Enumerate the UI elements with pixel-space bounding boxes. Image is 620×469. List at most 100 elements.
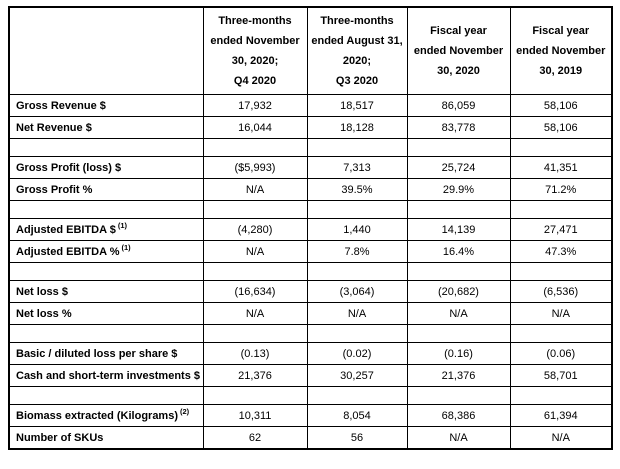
spacer-cell xyxy=(202,262,308,281)
cell-value: 21,376 xyxy=(406,364,511,387)
cell-value: N/A xyxy=(306,302,408,325)
table-header: Three-months ended November 30, 2020; Q4 20… xyxy=(8,6,613,95)
cell-value: 14,139 xyxy=(406,218,511,241)
spacer-cell xyxy=(509,200,613,219)
table-row: Adjusted EBITDA $ (1) (4,280) 1,440 14,139 27… xyxy=(8,218,613,241)
spacer-cell xyxy=(509,386,613,405)
cell-value: 7.8% xyxy=(306,240,408,263)
row-label-text: Net loss % xyxy=(16,307,72,320)
cell-value: 29.9% xyxy=(406,178,511,201)
cell-value: 41,351 xyxy=(509,156,613,179)
spacer-cell xyxy=(8,138,204,157)
spacer-cell xyxy=(406,138,511,157)
row-label-text: Number of SKUs xyxy=(16,431,104,444)
column-header-line: Q3 2020 xyxy=(335,75,379,87)
cell-value: (0.16) xyxy=(406,342,511,365)
row-label: Basic / diluted loss per share $ xyxy=(8,342,204,365)
row-label-text: Cash and short-term investments $ xyxy=(16,369,200,382)
cell-value: 10,311 xyxy=(202,404,308,427)
spacer-cell xyxy=(306,262,408,281)
spacer-row xyxy=(8,262,613,281)
cell-value: 83,778 xyxy=(406,116,511,139)
cell-value: 1,440 xyxy=(306,218,408,241)
cell-value: 58,106 xyxy=(509,94,613,117)
row-label: Cash and short-term investments $ xyxy=(8,364,204,387)
cell-value: (0.13) xyxy=(202,342,308,365)
cell-value: N/A xyxy=(202,302,308,325)
table-row: Net loss $ (16,634) (3,064) (20,682) (6,536) xyxy=(8,280,613,303)
spacer-cell xyxy=(509,324,613,343)
column-header-line: 2020; xyxy=(342,55,372,67)
cell-value: 58,701 xyxy=(509,364,613,387)
cell-value: (20,682) xyxy=(406,280,511,303)
cell-value: 8,054 xyxy=(306,404,408,427)
table-row: Gross Revenue $ 17,932 18,517 86,059 58,106 xyxy=(8,94,613,117)
spacer-cell xyxy=(406,386,511,405)
cell-value: 71.2% xyxy=(509,178,613,201)
corner-cell xyxy=(8,6,204,95)
row-label-text: Adjusted EBITDA % xyxy=(16,245,120,258)
column-header-line: Fiscal year xyxy=(430,25,487,37)
cell-value: N/A xyxy=(406,426,511,450)
spacer-cell xyxy=(202,138,308,157)
column-header-line: 30, 2020; xyxy=(231,55,279,67)
cell-value: 62 xyxy=(202,426,308,450)
spacer-cell xyxy=(306,386,408,405)
column-header-line: Three-months xyxy=(218,15,292,27)
cell-value: (4,280) xyxy=(202,218,308,241)
row-label: Gross Profit (loss) $ xyxy=(8,156,204,179)
cell-value: 16.4% xyxy=(406,240,511,263)
column-header-line: 30, 2020 xyxy=(437,65,480,77)
spacer-cell xyxy=(509,262,613,281)
spacer-row xyxy=(8,324,613,343)
cell-value: 68,386 xyxy=(406,404,511,427)
column-header-line: Fiscal year xyxy=(532,25,590,37)
column-header-fy-2019: Fiscal year ended November 30, 2019 xyxy=(509,6,613,95)
row-label-text: Basic / diluted loss per share $ xyxy=(16,347,178,360)
cell-value: (16,634) xyxy=(202,280,308,303)
row-label: Net Revenue $ xyxy=(8,116,204,139)
cell-value: 16,044 xyxy=(202,116,308,139)
financial-summary-table: Three-months ended November 30, 2020; Q4 20… xyxy=(8,6,613,450)
row-label: Adjusted EBITDA % (1) xyxy=(8,240,204,263)
column-header-line: ended November xyxy=(516,45,606,57)
cell-value: N/A xyxy=(509,426,613,450)
spacer-row xyxy=(8,386,613,405)
spacer-cell xyxy=(8,262,204,281)
row-label: Net loss % xyxy=(8,302,204,325)
row-label: Gross Revenue $ xyxy=(8,94,204,117)
cell-value: 7,313 xyxy=(306,156,408,179)
spacer-cell xyxy=(202,324,308,343)
spacer-cell xyxy=(202,200,308,219)
cell-value: 86,059 xyxy=(406,94,511,117)
spacer-row xyxy=(8,138,613,157)
spacer-cell xyxy=(202,386,308,405)
spacer-cell xyxy=(306,324,408,343)
row-label-text: Adjusted EBITDA $ xyxy=(16,223,116,236)
spacer-cell xyxy=(8,386,204,405)
spacer-cell xyxy=(406,200,511,219)
row-label: Adjusted EBITDA $ (1) xyxy=(8,218,204,241)
cell-value: 39.5% xyxy=(306,178,408,201)
footnote-marker: (2) xyxy=(180,406,190,416)
table-body: Gross Revenue $17,932 18,517 86,059 58,106 N… xyxy=(8,94,613,450)
spacer-cell xyxy=(8,200,204,219)
cell-value: (3,064) xyxy=(306,280,408,303)
cell-value: 18,128 xyxy=(306,116,408,139)
table-row: Gross Profit (loss) $ ($5,993) 7,313 25,724… xyxy=(8,156,613,179)
cell-value: 21,376 xyxy=(202,364,308,387)
table-row: Cash and short-term investments $21,376 3… xyxy=(8,364,613,387)
row-label-text: Gross Profit (loss) $ xyxy=(16,161,122,174)
cell-value: 30,257 xyxy=(306,364,408,387)
cell-value: 47.3% xyxy=(509,240,613,263)
table-row: Net Revenue $ 16,044 18,128 83,778 58,106 xyxy=(8,116,613,139)
row-label-text: Biomass extracted (Kilograms) xyxy=(16,409,178,422)
cell-value: 17,932 xyxy=(202,94,308,117)
table-row: Gross Profit % N/A 39.5% 29.9% 71.2% xyxy=(8,178,613,201)
table-row: Net loss % N/A N/A N/A N/A xyxy=(8,302,613,325)
cell-value: N/A xyxy=(509,302,613,325)
column-header-q3-2020: Three-months ended August 31, 2020; Q3 2020 xyxy=(306,6,408,95)
spacer-cell xyxy=(306,138,408,157)
table-row: Number of SKUs 62 56 N/A N/A xyxy=(8,426,613,450)
cell-value: (0.06) xyxy=(509,342,613,365)
